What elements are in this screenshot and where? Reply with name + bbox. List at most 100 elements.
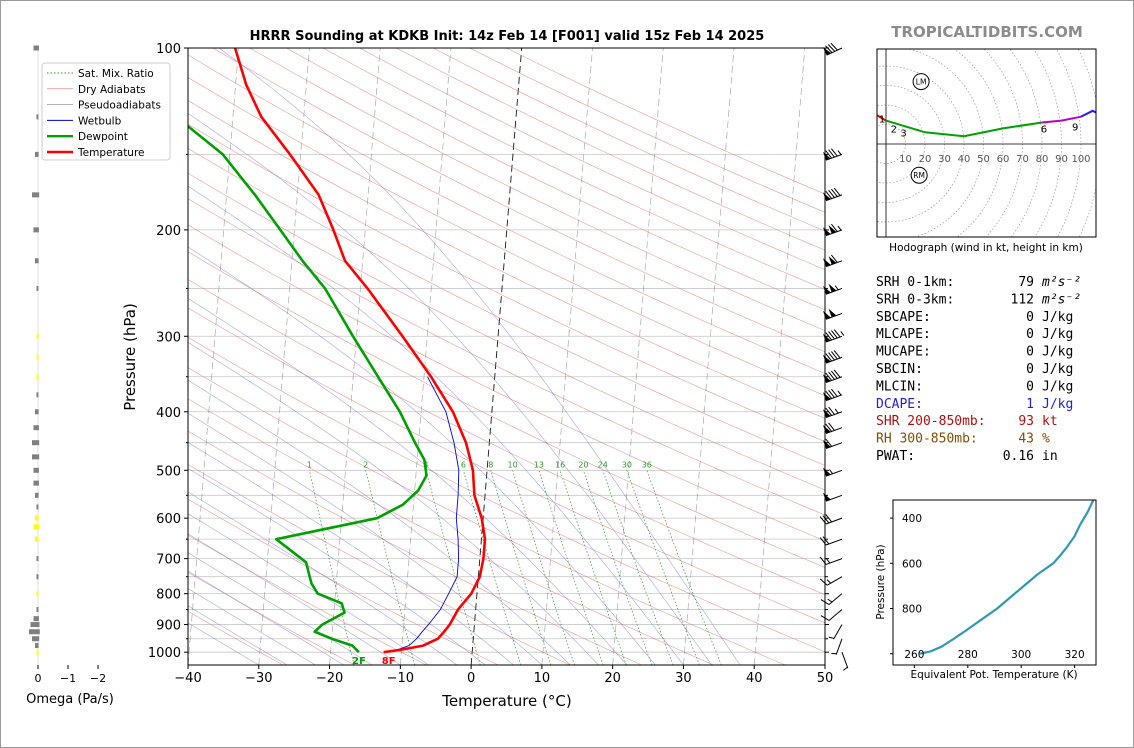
parameter-unit: J/kg	[1042, 310, 1073, 325]
barb-staff	[828, 609, 843, 621]
barb-staff	[835, 638, 843, 655]
y-tick-label: 500	[156, 464, 181, 479]
wind-barb	[819, 576, 843, 586]
omega-bar	[36, 591, 39, 597]
omega-bar	[36, 333, 39, 339]
barb-staff	[825, 494, 843, 502]
hodograph-ring-label: 10	[899, 154, 912, 165]
barb-half	[837, 150, 842, 156]
surface-dewpoint-label: 2F	[352, 656, 366, 667]
moist-adiabat	[188, 185, 684, 665]
wind-barb	[822, 492, 843, 502]
moist-adiabat	[188, 552, 373, 665]
barb-full	[828, 331, 835, 340]
omega-bar	[35, 515, 39, 521]
mixing-ratio-label: 16	[555, 460, 565, 469]
wind-barb	[822, 187, 843, 202]
barb-full	[825, 390, 833, 399]
theta-e-trace	[919, 500, 1095, 655]
dry-adiabat	[188, 498, 499, 665]
omega-bar	[29, 629, 40, 635]
dry-adiabat	[212, 48, 825, 353]
y-tick-label: 300	[156, 330, 181, 345]
mixing-ratio-label: 36	[642, 460, 652, 469]
hodograph-trace	[1041, 115, 1082, 124]
x-tick-label: 10	[534, 671, 551, 686]
isotherm	[683, 48, 735, 665]
wind-barb	[819, 536, 843, 546]
storm-motion-label: RM	[913, 171, 925, 180]
omega-bar	[36, 354, 39, 360]
wind-barb	[822, 148, 843, 161]
omega-bar	[35, 492, 39, 498]
y-tick-label: 900	[156, 619, 181, 634]
wind-barb	[822, 329, 845, 343]
y-tick-label: 800	[156, 588, 181, 603]
dry-adiabat	[188, 251, 825, 568]
barb-full	[831, 330, 838, 339]
barb-full	[828, 422, 835, 431]
moist-adiabat	[188, 605, 288, 665]
omega-bar	[33, 524, 39, 530]
barb-half	[834, 285, 839, 291]
barb-flag	[822, 285, 831, 295]
mixing-ratio-line	[559, 470, 627, 665]
parameter-label: SBCIN:	[876, 362, 923, 377]
parameter-value: 79	[1018, 275, 1034, 290]
dry-adiabat	[286, 48, 825, 311]
skewt-axes-frame	[187, 47, 826, 666]
y-tick-label: 100	[156, 42, 181, 57]
omega-bar	[32, 192, 40, 198]
barb-full	[828, 352, 835, 361]
hodograph-trace	[877, 114, 887, 122]
mixing-ratio-label: 24	[598, 460, 608, 469]
barb-full	[819, 516, 827, 525]
hodograph-ring-label: 90	[1055, 154, 1068, 165]
legend-label: Dry Adiabats	[78, 84, 146, 96]
dry-adiabat	[188, 77, 825, 396]
skewt-series-group	[188, 48, 487, 654]
barb-full	[820, 599, 830, 605]
parameter-unit: J/kg	[1042, 345, 1073, 360]
wind-barb	[831, 638, 843, 655]
parameter-unit: J/kg	[1042, 397, 1073, 412]
legend-label: Dewpoint	[78, 131, 128, 143]
mixing-ratio-label: 10	[508, 460, 518, 469]
hodograph-height-label: 3	[900, 128, 906, 139]
mixing-ratio-line	[425, 470, 481, 665]
barb-full	[831, 223, 838, 232]
dry-adiabat	[396, 48, 825, 251]
mixing-ratio-line	[646, 470, 722, 665]
hodograph-height-label: 1	[879, 115, 885, 126]
omega-bar	[36, 114, 39, 120]
wind-barb	[822, 42, 843, 56]
x-tick-label: 30	[675, 671, 692, 686]
theta-e-ylabel: Pressure (hPa)	[875, 544, 887, 619]
x-tick-label: 40	[746, 671, 763, 686]
barb-full	[831, 370, 838, 379]
barb-full	[819, 537, 827, 546]
mixing-ratio-label: 1	[307, 460, 312, 469]
barb-flag	[822, 258, 831, 267]
parameter-label: SRH 0-1km:	[876, 275, 954, 290]
parameter-value: 93	[1018, 414, 1034, 429]
barb-full	[825, 438, 833, 447]
storm-motion-marker	[912, 73, 930, 91]
barb-staff	[825, 312, 843, 320]
parameter-label: SRH 0-3km:	[876, 292, 954, 307]
omega-bar	[33, 425, 39, 431]
omega-bar	[33, 616, 39, 622]
barb-full	[827, 44, 836, 52]
legend-box	[41, 62, 171, 161]
series-temperature	[233, 48, 487, 654]
omega-bar	[36, 607, 39, 613]
barb-flag	[822, 374, 831, 383]
mixing-ratio-label: 6	[461, 460, 466, 469]
dry-adiabat	[188, 398, 714, 665]
barb-flag	[822, 440, 831, 449]
parameter-unit: J/kg	[1042, 327, 1073, 342]
barb-full	[831, 188, 838, 197]
omega-bar	[36, 649, 39, 655]
mixing-ratio-line	[512, 470, 575, 665]
barb-full	[819, 556, 827, 565]
